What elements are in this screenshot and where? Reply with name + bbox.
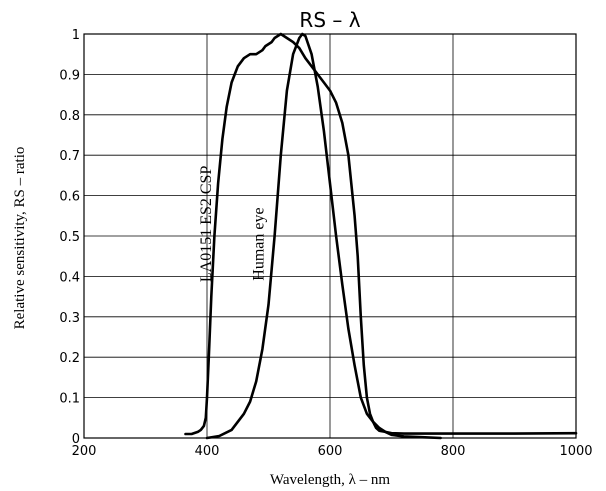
series-line-la0151-es2-csp [184, 32, 578, 436]
y-tick-label: 0.3 [59, 311, 80, 326]
y-tick-label: 0.2 [59, 351, 80, 366]
y-axis-label: Relative sensitivity, RS – ratio [12, 147, 28, 330]
y-tick-label: 0.7 [59, 149, 80, 164]
x-tick-label: 400 [195, 444, 220, 459]
x-tick-label: 800 [441, 444, 466, 459]
y-tick-label: 0 [72, 432, 80, 447]
grid-lines [84, 34, 576, 438]
plot-frame [83, 33, 577, 439]
series-lines [184, 32, 578, 440]
y-tick-label: 0.1 [59, 392, 80, 407]
y-tick-label: 0.4 [59, 270, 80, 285]
y-tick-label: 0.9 [59, 68, 80, 83]
x-tick-label: 200 [72, 444, 97, 459]
y-tick-label: 0.6 [59, 190, 80, 205]
y-tick-label: 0.8 [59, 109, 80, 124]
y-tick-label: 1 [72, 28, 80, 43]
x-axis-ticks: 200 400 600 800 1000 [72, 444, 593, 459]
x-tick-label: 1000 [559, 444, 592, 459]
series-line-human-eye [205, 32, 442, 440]
curve-label-human-eye: Human eye [250, 207, 267, 280]
x-axis-label: Wavelength, λ – nm [270, 472, 391, 488]
chart-title: RS – λ [299, 8, 360, 32]
curve-label-la0151-es2-csp: LA0151 ES2 CSP [198, 166, 215, 283]
x-tick-label: 600 [318, 444, 343, 459]
y-tick-label: 0.5 [59, 230, 80, 245]
y-axis-ticks: 0 0.1 0.2 0.3 0.4 0.5 0.6 0.7 0.8 0.9 1 [59, 28, 80, 447]
